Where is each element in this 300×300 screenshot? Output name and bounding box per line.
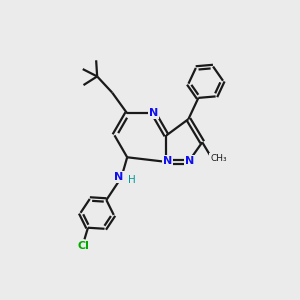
Text: CH₃: CH₃ bbox=[210, 154, 227, 163]
Text: N: N bbox=[115, 172, 124, 182]
Text: Cl: Cl bbox=[77, 241, 89, 251]
Text: N: N bbox=[185, 156, 194, 167]
Text: H: H bbox=[128, 175, 136, 185]
Text: N: N bbox=[149, 108, 158, 118]
Text: N: N bbox=[163, 156, 172, 167]
